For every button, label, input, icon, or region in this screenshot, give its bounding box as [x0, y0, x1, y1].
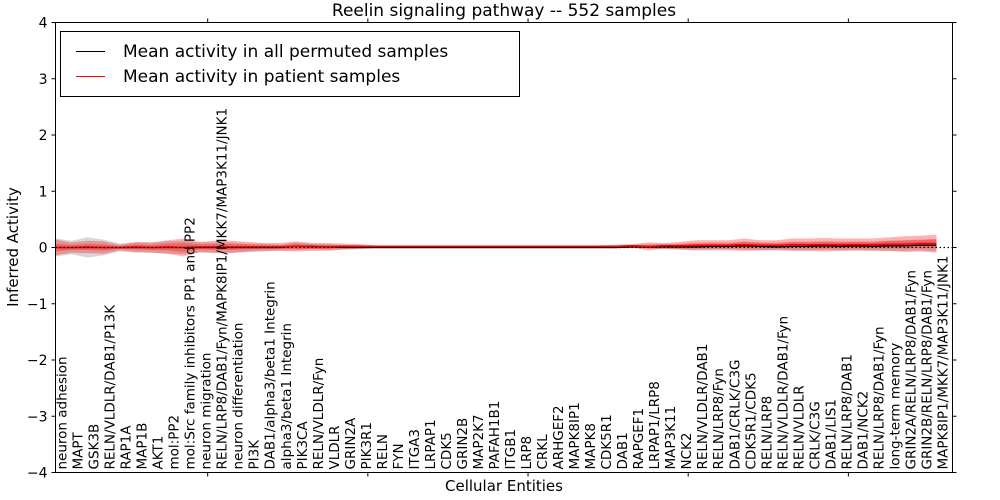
category-label: DAB1/CRLK/C3G: [727, 360, 743, 470]
category-label: RELN/LRP8/DAB1/Fyn: [871, 326, 887, 469]
category-label: MAPT: [71, 431, 87, 469]
patient-std-band: [55, 234, 937, 257]
category-label: GRIN2B: [455, 418, 471, 470]
legend-label-permuted: Mean activity in all permuted samples: [123, 41, 449, 62]
category-label: MAPK8IP1: [567, 402, 583, 469]
category-label: CRKL: [535, 434, 551, 470]
category-label: neuron adhesion: [55, 356, 71, 469]
category-label: RELN/LRP8/DAB1/Fyn/MAPK8IP1/MKK7/MAP3K11…: [215, 108, 231, 470]
category-label: AKT1: [151, 436, 167, 470]
y-tick-label: −1: [27, 297, 48, 313]
category-label: RELN/VLDLR/DAB1/Fyn: [775, 316, 791, 470]
y-tick-label: 0: [39, 241, 48, 257]
category-label: RAP1A: [119, 425, 135, 470]
category-label: long-term memory: [887, 343, 903, 470]
category-label: CDK5R1/CDK5: [743, 372, 759, 469]
y-tick-label: 3: [39, 72, 48, 88]
category-label: DAB1: [615, 432, 631, 469]
category-label: mol:PP2: [167, 415, 183, 470]
permuted-line-sample: [76, 51, 105, 52]
legend-entry-permuted: Mean activity in all permuted samples: [76, 39, 519, 64]
category-label: RELN/LRP8/DAB1: [839, 354, 855, 470]
category-label: PI3K: [247, 439, 263, 470]
category-label: MAP2K7: [471, 414, 487, 469]
category-label: mol:Src family inhibitors PP1 and PP2: [183, 217, 199, 469]
category-label: LRPAP1/LRP8: [647, 381, 663, 469]
category-label: alpha3/beta1 Integrin: [279, 323, 295, 469]
y-tick-label: −2: [27, 353, 48, 369]
category-label: ITGA3: [407, 429, 423, 470]
y-tick-label: −4: [27, 466, 48, 482]
patient-mean-line: [55, 242, 937, 249]
category-label: LRPAP1: [423, 419, 439, 469]
category-label: ITGB1: [503, 429, 519, 470]
y-tick-label: 2: [39, 128, 48, 144]
category-label: PAFAH1B1: [487, 401, 503, 470]
y-tick-label: −3: [27, 409, 48, 425]
category-label: DAB1/alpha3/beta1 Integrin: [263, 281, 279, 469]
category-label: DAB1/NCK2: [855, 391, 871, 470]
category-label: CRLK/C3G: [807, 401, 823, 469]
category-label: RELN: [375, 434, 391, 470]
category-label: ARHGEF2: [551, 405, 567, 469]
legend-label-patient: Mean activity in patient samples: [123, 66, 401, 87]
category-label: LRP8: [519, 436, 535, 470]
category-label: FYN: [391, 443, 407, 469]
y-axis-label: Inferred Activity: [4, 187, 22, 307]
y-tick-label: 4: [39, 16, 48, 32]
category-label: MAPK8: [583, 423, 599, 469]
category-label: CDK5: [439, 432, 455, 469]
category-label: CDK5R1: [599, 414, 615, 469]
category-label: RAPGEF1: [631, 408, 647, 470]
x-axis-label: Cellular Entities: [445, 477, 563, 495]
category-label: GRIN2A: [343, 417, 359, 470]
category-label: NCK2: [679, 433, 695, 470]
category-label: VLDLR: [327, 425, 343, 469]
category-label: RELN/LRP8: [759, 396, 775, 470]
category-label: MAP1B: [135, 423, 151, 470]
category-label: GSK3B: [87, 424, 103, 470]
category-label: PIK3CA: [295, 421, 311, 470]
category-label: neuron differentiation: [231, 323, 247, 470]
category-label: RELN/VLDLR: [791, 385, 807, 469]
category-label: DAB1/LIS1: [823, 399, 839, 469]
patient-line-sample: [76, 76, 105, 77]
category-label: PIK3R1: [359, 422, 375, 470]
y-tick-label: 1: [39, 184, 48, 200]
category-label: MAP3K11: [663, 406, 679, 470]
chart-title: Reelin signaling pathway -- 552 samples: [331, 1, 677, 21]
category-label: RELN/LRP8/Fyn: [711, 368, 727, 469]
category-label: GRIN2B/RELN/LRP8/DAB1/Fyn: [919, 270, 935, 469]
category-label: MAPK8IP1/MKK7/MAP3K11/JNK1: [935, 256, 951, 470]
legend-entry-patient: Mean activity in patient samples: [76, 64, 519, 89]
patient-std-band-inner: [55, 239, 937, 252]
category-label: GRIN2A/RELN/LRP8/DAB1/Fyn: [903, 270, 919, 469]
legend: Mean activity in all permuted samples Me…: [60, 31, 520, 97]
category-label: neuron migration: [199, 353, 215, 470]
category-label: RELN/VLDLR/Fyn: [311, 358, 327, 470]
category-label: RELN/VLDLR/DAB1: [695, 344, 711, 470]
category-label: RELN/VLDLR/DAB1/P13K: [103, 304, 119, 470]
